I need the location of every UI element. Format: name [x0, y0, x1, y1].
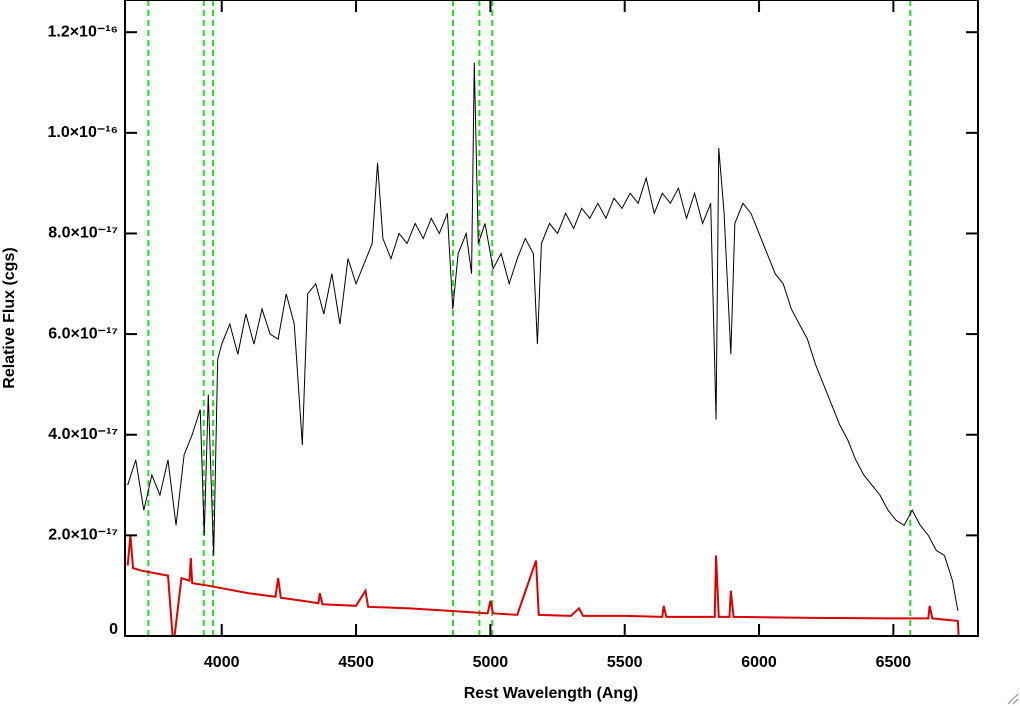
- x-axis-title: Rest Wavelength (Ang): [464, 685, 639, 702]
- resize-grip: [1007, 693, 1019, 705]
- frame: [124, 0, 979, 637]
- y-tick-label: 2.0×10⁻¹⁷: [48, 527, 118, 544]
- x-tick-label: 6000: [741, 654, 777, 671]
- x-tick-label: 6500: [876, 654, 912, 671]
- y-tick-label: 1.2×10⁻¹⁶: [47, 23, 118, 40]
- y-tick-label: 6.0×10⁻¹⁷: [48, 325, 118, 342]
- y-axis-title: Relative Flux (cgs): [1, 247, 18, 388]
- y-tick-label: 8.0×10⁻¹⁷: [48, 225, 118, 242]
- x-tick-label: 5500: [607, 654, 643, 671]
- y-tick-label: 0: [109, 621, 118, 638]
- spectrum-line: [126, 535, 960, 636]
- x-tick-label: 5000: [473, 654, 509, 671]
- spectrum-line: [127, 62, 959, 611]
- x-tick-label: 4000: [204, 654, 240, 671]
- x-tick-label: 4500: [338, 654, 374, 671]
- plot-area: [126, 0, 960, 636]
- y-tick-label: 4.0×10⁻¹⁷: [48, 426, 118, 443]
- y-tick-label: 1.0×10⁻¹⁶: [47, 124, 118, 141]
